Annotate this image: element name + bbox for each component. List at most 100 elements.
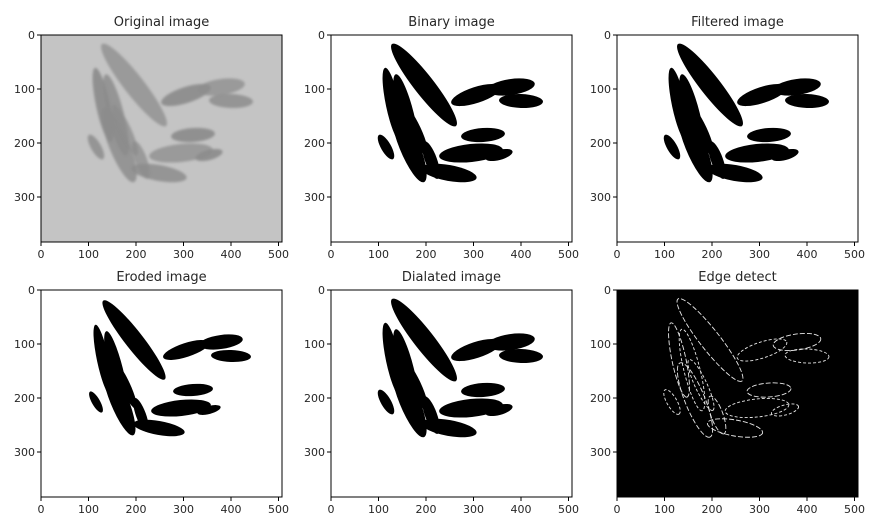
- rice-grain: [197, 78, 245, 96]
- rice-grain: [173, 383, 213, 397]
- image-area: [331, 290, 572, 497]
- y-tick-label: 0: [318, 284, 325, 297]
- rice-grain: [211, 349, 251, 363]
- x-tick-label: 100: [654, 248, 675, 261]
- rice-grain: [487, 333, 535, 351]
- y-tick-label: 200: [304, 137, 325, 150]
- image-area: [41, 290, 282, 497]
- rice-grain: [133, 397, 149, 433]
- rice-grain: [377, 134, 395, 160]
- image-area: [41, 35, 282, 242]
- rice-grain: [377, 389, 395, 415]
- grain-group: [663, 43, 829, 183]
- panel-title: Eroded image: [116, 270, 206, 285]
- y-tick-label: 0: [604, 29, 611, 42]
- rice-grain: [391, 43, 457, 127]
- panel-title: Original image: [114, 15, 210, 30]
- y-tick-label: 200: [304, 392, 325, 405]
- x-tick-label: 200: [702, 503, 723, 516]
- x-tick-label: 200: [416, 248, 437, 261]
- y-tick-label: 100: [14, 83, 35, 96]
- x-tick-label: 500: [844, 503, 865, 516]
- y-tick-label: 100: [304, 83, 325, 96]
- rice-grain: [102, 300, 166, 380]
- x-tick-label: 200: [126, 248, 147, 261]
- rice-grain: [111, 104, 139, 156]
- y-tick-label: 300: [14, 446, 35, 459]
- axes-frame: [40, 289, 283, 498]
- rice-grain: [677, 107, 713, 183]
- axes-frame: [616, 34, 859, 243]
- x-tick-label: 100: [78, 248, 99, 261]
- y-tick-label: 0: [28, 284, 35, 297]
- rice-grain: [771, 148, 799, 162]
- x-tick-label: 0: [614, 503, 621, 516]
- rice-grain: [499, 93, 543, 109]
- rice-grain: [401, 359, 429, 411]
- rice-grain: [707, 395, 727, 435]
- rice-grain: [487, 78, 535, 96]
- rice-grain: [772, 332, 822, 352]
- y-tick-label: 300: [304, 446, 325, 459]
- rice-grain: [485, 403, 513, 417]
- rice-grain: [676, 362, 714, 438]
- x-tick-label: 200: [126, 503, 147, 516]
- rice-grain: [401, 104, 429, 156]
- rice-grain: [171, 127, 215, 143]
- x-tick-label: 100: [78, 503, 99, 516]
- rice-grain: [499, 348, 543, 364]
- x-tick-label: 500: [268, 248, 289, 261]
- rice-grain: [102, 364, 136, 436]
- rice-grain: [391, 298, 457, 382]
- y-tick-label: 300: [304, 191, 325, 204]
- rice-grain: [422, 396, 440, 434]
- x-tick-label: 400: [221, 503, 242, 516]
- panel-title: Binary image: [408, 15, 494, 30]
- y-tick-label: 300: [14, 191, 35, 204]
- axes-frame: [40, 34, 283, 243]
- y-tick-label: 100: [590, 338, 611, 351]
- rice-grain: [663, 389, 681, 415]
- y-tick-label: 200: [14, 137, 35, 150]
- rice-grain: [163, 340, 209, 360]
- x-tick-label: 0: [614, 248, 621, 261]
- x-tick-label: 200: [416, 503, 437, 516]
- rice-grain: [461, 382, 505, 398]
- image-area: [617, 35, 858, 242]
- grain-group: [377, 298, 543, 438]
- image-panel: Eroded image 0 100 200 300 400 500 0 100 200 300: [14, 270, 289, 516]
- rice-grain: [151, 399, 211, 417]
- y-tick-label: 0: [28, 29, 35, 42]
- x-tick-label: 500: [844, 248, 865, 261]
- rice-grain: [199, 334, 243, 350]
- x-tick-label: 200: [702, 248, 723, 261]
- x-tick-label: 0: [328, 503, 335, 516]
- rice-grain: [422, 141, 440, 179]
- x-tick-label: 100: [368, 248, 389, 261]
- rice-grain: [195, 148, 223, 162]
- x-tick-label: 400: [221, 248, 242, 261]
- x-tick-label: 0: [38, 503, 45, 516]
- image-panel: Original image 0 100 200 300 400 500 0 100 200 300: [14, 15, 289, 261]
- image-panel: Dialated image 0 100 200 300 400 500 0 100 200 300: [304, 270, 579, 516]
- rice-grain: [746, 382, 792, 398]
- grain-group: [377, 43, 543, 183]
- rice-grain: [784, 348, 830, 364]
- panel-title: Filtered image: [691, 15, 784, 30]
- rice-grain: [724, 397, 790, 419]
- y-tick-label: 300: [590, 446, 611, 459]
- rice-grain: [391, 362, 427, 438]
- rice-grain: [773, 78, 821, 96]
- panel-title: Dialated image: [402, 270, 501, 285]
- x-tick-label: 500: [558, 503, 579, 516]
- grain-group: [89, 300, 251, 437]
- y-tick-label: 100: [590, 83, 611, 96]
- grain-group: [87, 43, 253, 183]
- rice-grain: [678, 328, 706, 412]
- y-tick-label: 300: [590, 191, 611, 204]
- rice-grain: [89, 391, 103, 413]
- x-tick-label: 100: [368, 503, 389, 516]
- axes-frame: [330, 34, 573, 243]
- rice-grain: [747, 127, 791, 143]
